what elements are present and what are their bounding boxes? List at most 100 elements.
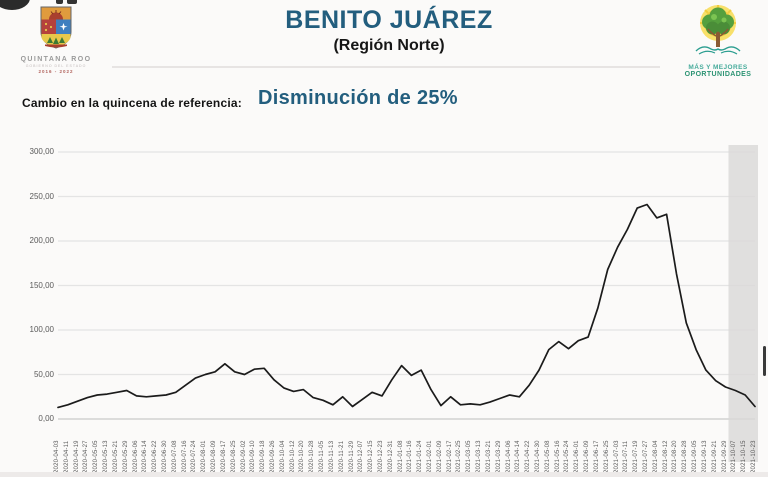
x-axis-tick-label: 2020-08-01 bbox=[201, 440, 208, 473]
x-axis-tick-label: 2020-05-05 bbox=[93, 440, 100, 473]
x-axis-tick-label: 2021-09-21 bbox=[711, 440, 718, 473]
qr-logo-title: QUINTANA ROO bbox=[20, 56, 92, 63]
x-axis-tick-label: 2020-06-14 bbox=[142, 440, 149, 473]
x-axis-tick-label: 2020-07-16 bbox=[181, 440, 188, 473]
x-axis-tick-label: 2020-08-25 bbox=[230, 440, 237, 473]
x-axis-tick-label: 2021-01-16 bbox=[407, 440, 414, 473]
x-axis-tick-label: 2021-04-14 bbox=[515, 440, 522, 473]
x-axis-tick-label: 2020-09-18 bbox=[260, 440, 267, 473]
x-axis-tick-label: 2020-06-22 bbox=[152, 440, 159, 473]
x-axis-tick-label: 2021-04-30 bbox=[535, 440, 542, 473]
x-axis-tick-label: 2021-06-25 bbox=[603, 440, 610, 473]
bottom-edge-strip bbox=[0, 472, 768, 477]
x-axis-tick-label: 2020-09-10 bbox=[250, 440, 257, 473]
x-axis-tick-label: 2020-10-20 bbox=[299, 440, 306, 473]
qr-logo-years: 2016 - 2022 bbox=[38, 69, 74, 74]
x-axis-tick-label: 2021-02-25 bbox=[456, 440, 463, 473]
corner-artifact-mark bbox=[67, 0, 77, 4]
x-axis-tick-label: 2021-07-03 bbox=[613, 440, 620, 473]
x-axis-tick-label: 2021-07-11 bbox=[623, 440, 630, 473]
corner-artifact-icon bbox=[0, 0, 30, 10]
x-axis-tick-label: 2021-10-15 bbox=[741, 440, 748, 473]
page-title: BENITO JUÁREZ bbox=[285, 6, 493, 34]
x-axis-tick-label: 2021-03-21 bbox=[485, 440, 492, 473]
y-axis-tick-label: 50,00 bbox=[33, 369, 54, 379]
x-axis-tick-label: 2021-07-19 bbox=[633, 440, 640, 473]
x-axis-tick-label: 2020-11-13 bbox=[328, 440, 335, 473]
x-axis-tick-label: 2020-12-07 bbox=[358, 440, 365, 473]
x-axis-tick-label: 2021-04-22 bbox=[525, 440, 532, 473]
quintana-roo-logo: QUINTANA ROO GOBIERNO DEL ESTADO 2016 - … bbox=[14, 5, 98, 74]
x-axis-tick-label: 2021-05-08 bbox=[544, 440, 551, 473]
title-block: BENITO JUÁREZ (Región Norte) bbox=[234, 6, 544, 55]
x-axis-tick-label: 2020-05-13 bbox=[103, 440, 110, 473]
x-axis-tick-label: 2020-06-30 bbox=[161, 440, 168, 473]
reference-change-label: Cambio en la quincena de referencia: bbox=[22, 96, 242, 110]
x-axis-tick-label: 2020-08-17 bbox=[220, 440, 227, 473]
x-axis-tick-label: 2020-10-04 bbox=[279, 440, 286, 473]
x-axis-tick-label: 2021-10-07 bbox=[731, 440, 738, 473]
page-subtitle: (Región Norte) bbox=[333, 37, 445, 54]
x-axis-tick-label: 2021-04-06 bbox=[505, 440, 512, 473]
x-axis-tick-label: 2021-02-17 bbox=[446, 440, 453, 473]
x-axis-tick-label: 2021-03-13 bbox=[476, 440, 483, 473]
opportunities-text-line1: MÁS Y MEJORES bbox=[688, 64, 748, 71]
x-axis-tick-label: 2020-11-29 bbox=[348, 440, 355, 473]
x-axis-tick-label: 2021-07-27 bbox=[643, 440, 649, 473]
y-axis-tick-label: 100,00 bbox=[29, 325, 54, 334]
x-axis-tick-label: 2021-06-09 bbox=[584, 440, 591, 473]
x-axis-tick-label: 2020-05-29 bbox=[122, 440, 129, 473]
y-axis-tick-label: 250,00 bbox=[29, 191, 54, 201]
right-edge-artifact bbox=[763, 346, 766, 376]
x-axis-tick-label: 2020-09-02 bbox=[240, 440, 247, 473]
qr-logo-subtitle: GOBIERNO DEL ESTADO bbox=[25, 64, 87, 68]
x-axis-tick-label: 2021-05-16 bbox=[554, 440, 561, 473]
header-divider bbox=[112, 66, 660, 68]
x-axis-tick-label: 2021-08-20 bbox=[672, 440, 679, 473]
x-axis-tick-label: 2021-08-28 bbox=[682, 440, 689, 473]
x-axis-tick-label: 2021-09-29 bbox=[721, 440, 728, 473]
x-axis-tick-label: 2021-09-13 bbox=[701, 440, 708, 473]
x-axis-tick-label: 2021-02-01 bbox=[427, 440, 434, 473]
corner-artifact-dot bbox=[56, 0, 63, 4]
x-axis-tick-label: 2021-06-01 bbox=[574, 440, 581, 473]
x-axis-tick-label: 2020-05-21 bbox=[112, 440, 119, 473]
reference-change-value: Disminución de 25% bbox=[258, 87, 458, 109]
x-axis-tick-label: 2020-09-26 bbox=[269, 440, 276, 473]
x-axis-tick-label: 2020-12-15 bbox=[368, 440, 375, 473]
x-axis-tick-label: 2021-01-24 bbox=[417, 440, 424, 473]
opportunities-text-line2: OPORTUNIDADES bbox=[684, 71, 752, 78]
y-axis-tick-label: 300,00 bbox=[29, 147, 54, 156]
highlight-band bbox=[728, 145, 758, 462]
chart-line bbox=[57, 203, 756, 409]
x-axis-tick-label: 2020-07-08 bbox=[171, 440, 178, 473]
x-axis-tick-label: 2020-06-06 bbox=[132, 440, 139, 473]
tree-icon bbox=[695, 5, 741, 55]
x-axis-tick-label: 2021-06-17 bbox=[593, 440, 600, 473]
x-axis-tick-label: 2021-05-24 bbox=[564, 440, 571, 473]
x-axis-tick-label: 2021-02-09 bbox=[436, 440, 443, 473]
x-axis-tick-label: 2020-04-11 bbox=[63, 440, 70, 473]
x-axis-tick-label: 2020-11-05 bbox=[319, 440, 326, 473]
x-axis-tick-label: 2021-08-04 bbox=[652, 440, 659, 473]
x-axis-tick-label: 2020-07-24 bbox=[191, 440, 198, 473]
qr-shield-icon bbox=[40, 6, 72, 49]
x-axis-tick-label: 2020-04-03 bbox=[54, 440, 60, 473]
x-axis-tick-label: 2020-10-28 bbox=[309, 440, 316, 473]
y-axis-tick-label: 150,00 bbox=[29, 280, 54, 290]
y-axis-tick-label: 0,00 bbox=[38, 414, 54, 423]
x-axis-tick-label: 2021-01-08 bbox=[397, 440, 404, 473]
x-axis-tick-label: 2020-12-23 bbox=[377, 440, 384, 473]
x-axis-tick-label: 2021-08-12 bbox=[662, 440, 669, 473]
x-axis-tick-label: 2021-03-05 bbox=[466, 440, 473, 473]
x-axis-tick-label: 2020-04-19 bbox=[73, 440, 80, 473]
y-axis-tick-label: 200,00 bbox=[29, 236, 54, 245]
x-axis-tick-label: 2020-04-27 bbox=[83, 440, 90, 473]
opportunities-logo: MÁS Y MEJORES OPORTUNIDADES bbox=[670, 3, 766, 78]
x-axis-tick-label: 2020-11-21 bbox=[338, 440, 345, 473]
x-axis-tick-label: 2021-10-23 bbox=[751, 440, 757, 473]
x-axis-tick-label: 2021-03-29 bbox=[495, 440, 502, 473]
x-axis-tick-label: 2020-08-09 bbox=[211, 440, 218, 473]
